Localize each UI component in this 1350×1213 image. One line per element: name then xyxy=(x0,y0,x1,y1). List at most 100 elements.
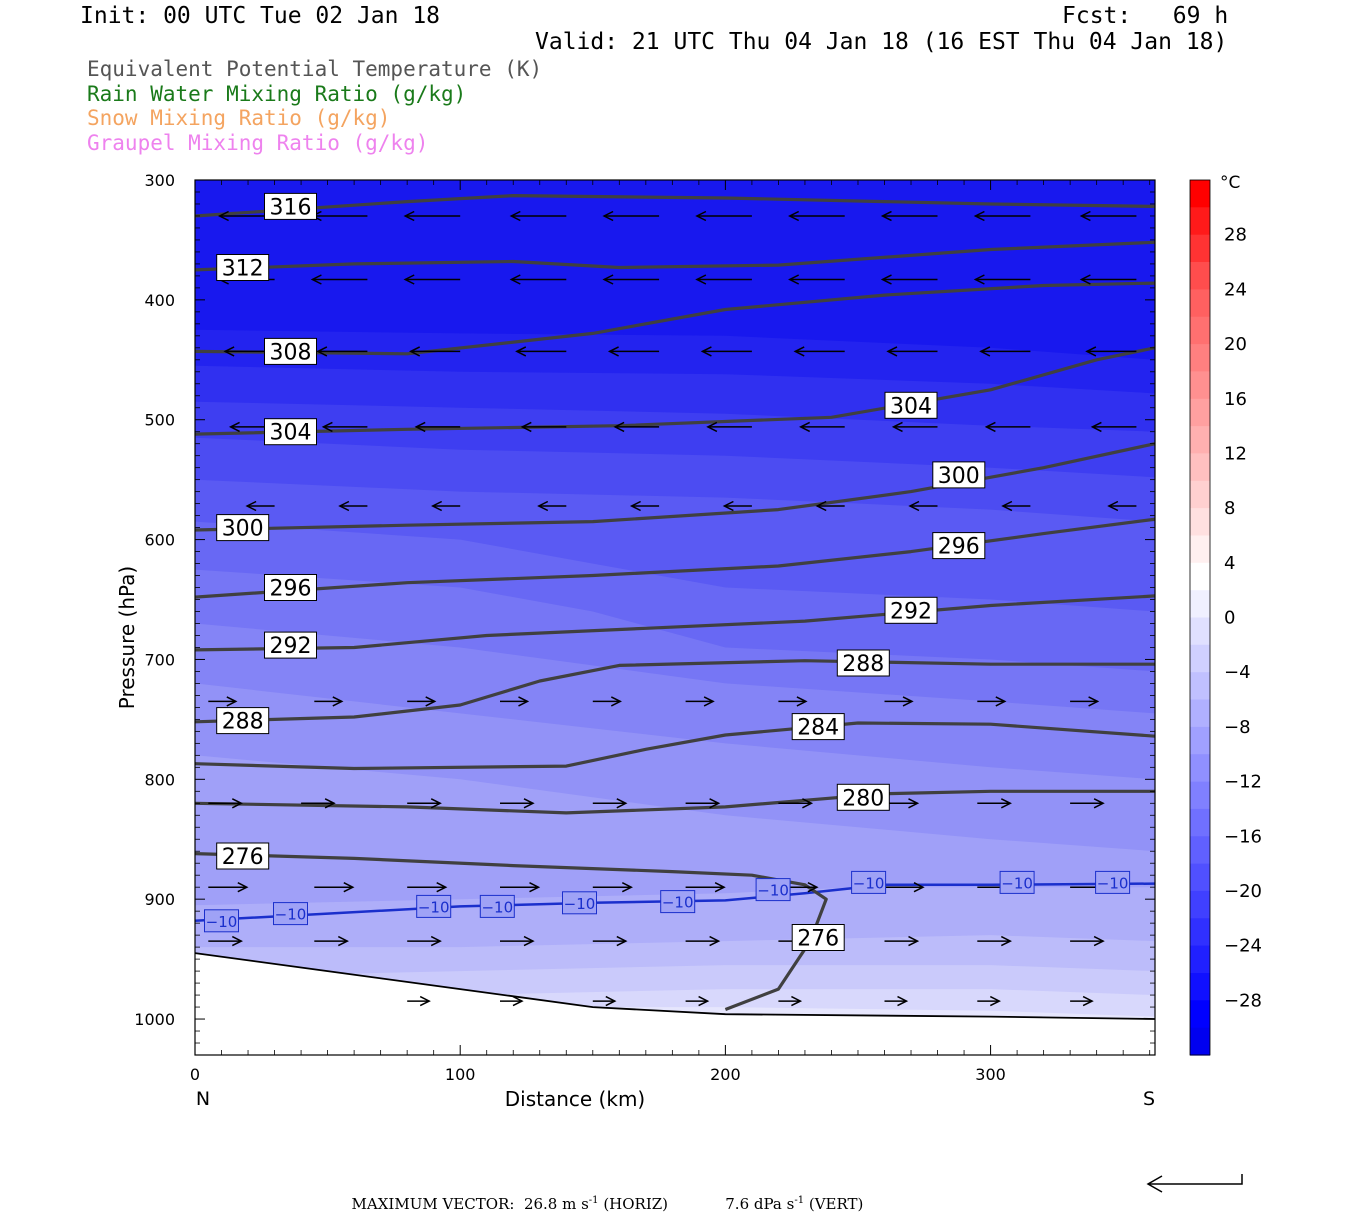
wind-arrowhead xyxy=(989,995,1001,1007)
colorbar-swatch xyxy=(1190,973,1210,1001)
theta-e-contour xyxy=(195,789,1155,815)
wind-arrowhead xyxy=(714,882,726,893)
wind-arrowhead xyxy=(908,798,920,809)
colorbar-swatch xyxy=(1190,1000,1210,1029)
theta-e-label: 300 xyxy=(222,517,264,542)
colorbar-swatch xyxy=(1190,535,1210,564)
wind-arrowhead xyxy=(709,798,721,809)
wind-arrowhead xyxy=(1000,935,1012,947)
wind-arrowhead xyxy=(419,995,431,1007)
colorbar-swatch xyxy=(1190,207,1210,236)
temperature-label-box xyxy=(755,878,791,902)
colorbar-swatch xyxy=(1190,754,1210,783)
wind-arrowhead xyxy=(515,346,527,357)
wind-arrowhead xyxy=(509,274,521,285)
temperature-label-box xyxy=(416,894,452,918)
wind-arrowhead xyxy=(403,274,415,285)
wind-arrowhead xyxy=(788,210,800,222)
theta-e-label: 288 xyxy=(842,652,884,677)
theta-e-label-box xyxy=(216,707,270,735)
temperature-label-box xyxy=(999,870,1035,894)
vert-value: 7.6 dPa s xyxy=(725,1195,795,1213)
wind-arrowhead xyxy=(602,274,614,285)
horiz-value: 26.8 m s xyxy=(523,1195,589,1213)
wind-arrowhead xyxy=(520,421,532,433)
wind-arrowhead xyxy=(613,421,625,433)
temperature-label-box xyxy=(851,870,887,894)
y-tick-label: 800 xyxy=(144,770,175,789)
wind-arrowhead xyxy=(1000,798,1012,809)
wind-arrowhead xyxy=(788,274,800,285)
wind-arrowhead xyxy=(793,346,805,357)
theta-e-label: 292 xyxy=(270,634,312,659)
temperature-label-box xyxy=(1095,870,1131,894)
wind-arrowhead xyxy=(1079,210,1091,222)
theta-e-label: 296 xyxy=(270,577,312,602)
theta-e-label: 284 xyxy=(797,716,839,741)
north-label: N xyxy=(196,1088,210,1110)
contour-labels: 316 312 308 304 304 300 300 296 296 292 292 288 288 2… xyxy=(204,192,1131,952)
wind-arrowhead xyxy=(316,346,328,357)
y-tick-label: 1000 xyxy=(134,1010,175,1029)
legend-entry: Graupel Mixing Ratio (g/kg) xyxy=(87,130,429,155)
theta-e-contour xyxy=(195,517,1155,599)
temperature-label: −10 xyxy=(1097,874,1129,892)
colorbar-swatch xyxy=(1190,453,1210,482)
colorbar-tick-label: 0 xyxy=(1224,608,1235,629)
temperature-contour xyxy=(195,882,1155,923)
y-tick-label: 400 xyxy=(144,291,175,310)
cross-section-chart: 3163123083043043003002962962922922882882… xyxy=(115,171,1262,1111)
theta-e-contour xyxy=(195,442,1155,532)
wind-arrowhead xyxy=(796,696,808,707)
theta-e-label: 276 xyxy=(797,927,839,952)
temperature-label: −10 xyxy=(662,894,694,912)
theta-e-label: 280 xyxy=(842,786,884,811)
wind-arrowhead xyxy=(913,882,925,893)
wind-arrowhead xyxy=(231,935,243,947)
colorbar-swatch xyxy=(1190,945,1210,974)
wind-arrowhead xyxy=(529,882,541,893)
legend-entry: Snow Mixing Ratio (g/kg) xyxy=(87,106,391,130)
theta-e-label-box xyxy=(264,192,317,220)
wind-arrowhead xyxy=(321,421,333,433)
y-tick-label: 500 xyxy=(144,411,175,430)
wind-arrowhead xyxy=(602,210,614,222)
wind-arrowhead xyxy=(518,696,530,707)
colorbar-swatch xyxy=(1190,234,1210,263)
wind-arrowhead xyxy=(425,696,437,707)
y-tick-label: 900 xyxy=(144,890,175,909)
temperature-label: −10 xyxy=(757,882,789,900)
colorbar-tick-label: 24 xyxy=(1224,279,1247,300)
wind-arrowhead xyxy=(722,500,734,512)
wind-arrowhead xyxy=(891,421,903,433)
wind-arrowhead xyxy=(436,882,448,893)
wind-arrowhead xyxy=(616,935,628,947)
theta-e-label-box xyxy=(264,631,317,659)
wind-arrowhead xyxy=(1088,696,1100,707)
colorbar-tick-label: 16 xyxy=(1224,389,1247,410)
wind-arrowhead xyxy=(807,882,819,893)
theta-e-label: 304 xyxy=(890,394,932,419)
theta-e-label-box xyxy=(264,574,317,601)
colorbar-swatch xyxy=(1190,426,1210,454)
wind-arrowhead xyxy=(703,696,715,707)
wind-arrowhead xyxy=(984,421,996,433)
x-tick-label: 200 xyxy=(710,1065,741,1084)
colorbar-swatch xyxy=(1190,508,1210,536)
wind-arrowhead xyxy=(880,210,892,222)
init-label: Init: 00 UTC Tue 02 Jan 18 xyxy=(80,3,441,29)
wind-arrowhead xyxy=(523,798,535,809)
wind-arrowhead xyxy=(409,346,421,357)
wind-arrowhead xyxy=(799,421,811,433)
temperature-label: −10 xyxy=(853,874,885,892)
colorbar-swatch xyxy=(1190,781,1210,810)
wind-arrowhead xyxy=(709,935,721,947)
wind-arrowhead xyxy=(512,995,524,1007)
theta-e-label: 292 xyxy=(890,599,932,624)
wind-arrowhead xyxy=(973,274,985,285)
terrain-line xyxy=(195,952,1155,1020)
colorbar-tick-label: 20 xyxy=(1224,334,1247,355)
wind-arrowhead xyxy=(706,421,718,433)
colorbar-swatch xyxy=(1190,918,1210,947)
colorbar-tick-label: 4 xyxy=(1224,553,1235,574)
